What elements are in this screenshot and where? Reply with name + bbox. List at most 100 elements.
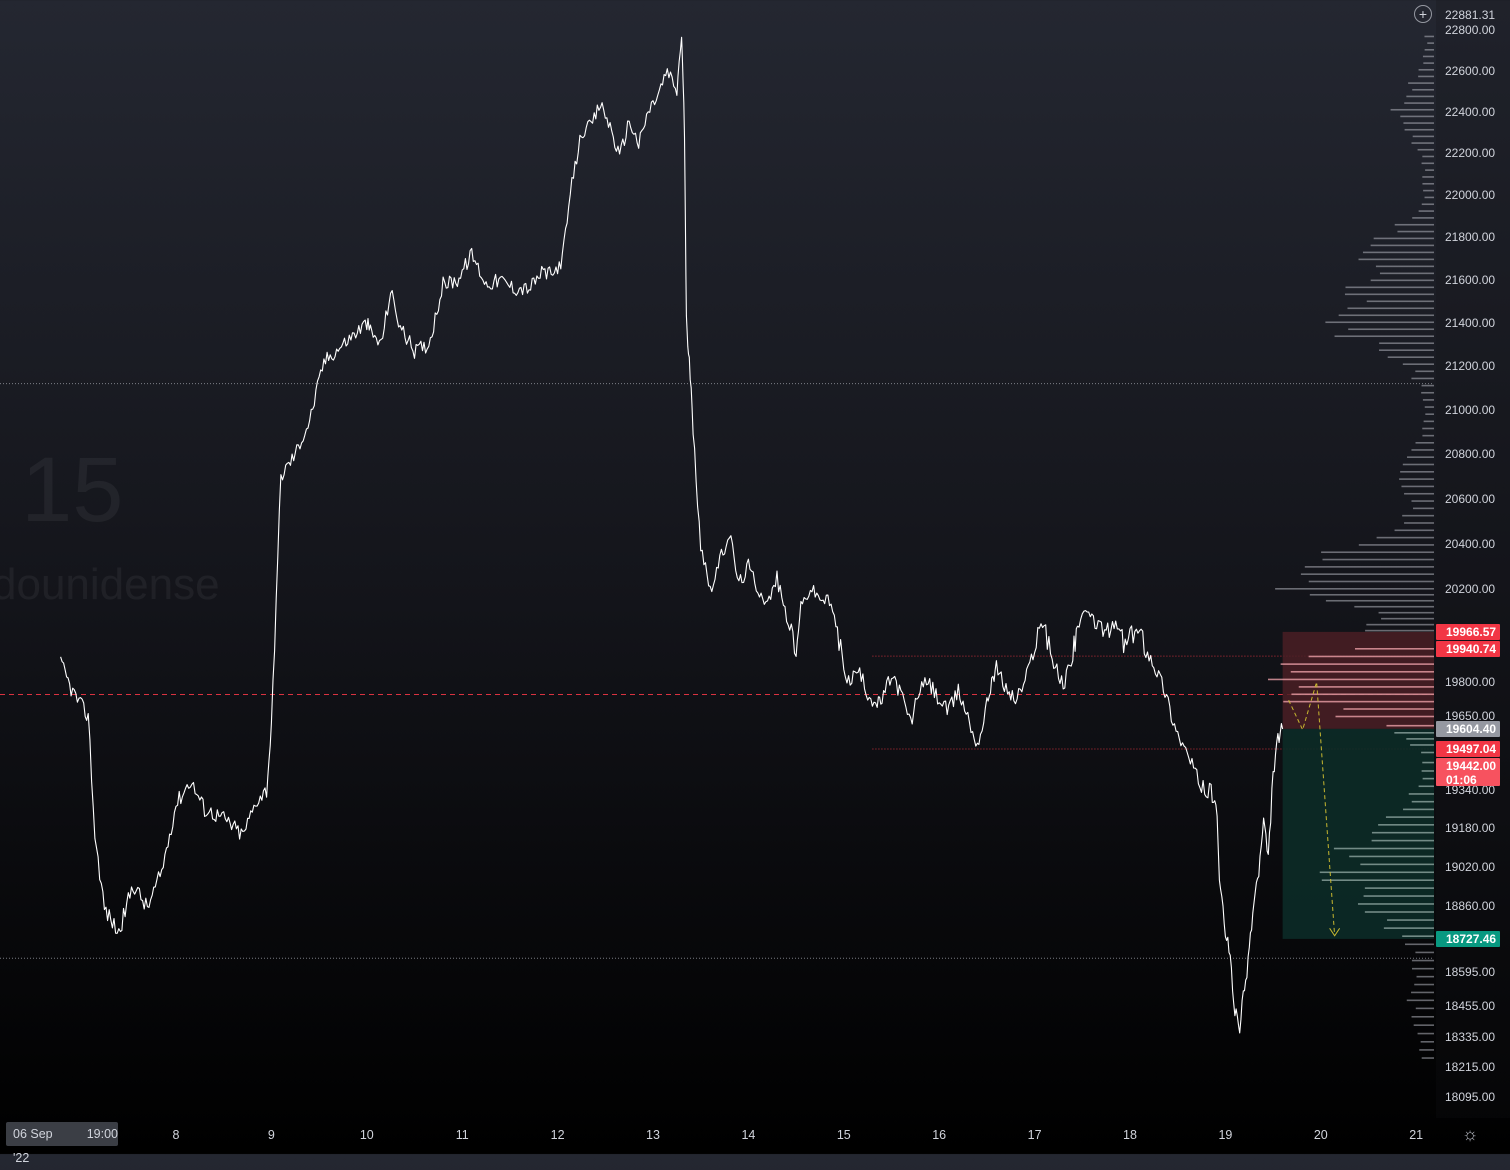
price-tick-label: 19180.00 xyxy=(1445,821,1495,835)
volume-profile-row xyxy=(1366,623,1434,626)
volume-profile-row xyxy=(1421,770,1434,772)
forecast-arrow-path xyxy=(1288,681,1336,936)
price-tag-box xyxy=(1436,741,1500,757)
volume-profile-row xyxy=(1290,670,1434,673)
volume-profile-row xyxy=(1422,182,1434,185)
volume-profile-row xyxy=(1387,356,1434,358)
price-tick-label: 19650.00 xyxy=(1445,709,1495,723)
time-tick-label: 18 xyxy=(1123,1128,1137,1142)
volume-profile-row xyxy=(1421,1057,1434,1059)
volume-profile-row xyxy=(1379,342,1434,345)
volume-profile-row xyxy=(1423,62,1434,64)
volume-profile-row xyxy=(1418,785,1434,788)
volume-profile-row xyxy=(1412,967,1434,970)
time-tick-label: 21 xyxy=(1409,1128,1423,1142)
volume-profile-row xyxy=(1418,210,1434,212)
volume-profile-row xyxy=(1402,514,1434,517)
add-alert-button[interactable]: + xyxy=(1414,5,1432,23)
volume-profile-row xyxy=(1411,800,1434,803)
volume-profile-row xyxy=(1405,943,1434,946)
volume-profile-row xyxy=(1362,251,1434,254)
volume-profile-row xyxy=(1385,816,1434,818)
price-tag-label: 19442.00 xyxy=(1446,759,1496,773)
volume-profile-row xyxy=(1423,189,1434,192)
volume-profile-row xyxy=(1411,959,1434,962)
volume-profile-row xyxy=(1366,300,1434,303)
volume-profile-row xyxy=(1424,406,1434,408)
price-tick-label: 22800.00 xyxy=(1445,23,1495,37)
settings-gear-icon[interactable]: ☼ xyxy=(1461,1124,1479,1144)
price-tick-label: 19800.00 xyxy=(1445,675,1495,689)
volume-profile-row xyxy=(1421,203,1434,206)
price-tick-label: 19020.00 xyxy=(1445,860,1495,874)
volume-profile-row xyxy=(1333,847,1434,850)
price-tag-box xyxy=(1436,641,1500,657)
volume-profile-row xyxy=(1415,951,1434,954)
price-tag-label: 19604.40 xyxy=(1446,722,1496,736)
volume-profile-row xyxy=(1414,983,1434,986)
volume-profile-row xyxy=(1275,588,1434,590)
volume-profile-row xyxy=(1411,449,1434,451)
volume-profile-row xyxy=(1360,863,1434,866)
volume-profile-row xyxy=(1422,55,1434,58)
volume-profile-row xyxy=(1335,715,1434,718)
volume-profile-row xyxy=(1354,648,1434,650)
volume-profile-row xyxy=(1421,391,1434,394)
volume-profile-row xyxy=(1397,230,1434,233)
price-tick-label: 22600.00 xyxy=(1445,64,1495,78)
time-tick-label: 12 xyxy=(551,1128,565,1142)
volume-profile-row xyxy=(1371,831,1434,834)
price-tick-label: 20800.00 xyxy=(1445,447,1495,461)
volume-profile-row xyxy=(1408,82,1434,84)
watermark-symbol: dounidense xyxy=(0,560,220,609)
volume-profile-row xyxy=(1412,135,1434,138)
volume-profile-row xyxy=(1406,999,1434,1002)
volume-profile-row xyxy=(1309,593,1434,596)
volume-profile-row xyxy=(1325,599,1434,602)
volume-profile-row xyxy=(1425,413,1434,415)
volume-profile-row xyxy=(1421,384,1434,387)
volume-profile-row xyxy=(1291,693,1434,696)
time-tick-label: 20 xyxy=(1314,1128,1328,1142)
price-axis-background xyxy=(1436,0,1510,1118)
volume-profile-row xyxy=(1325,321,1434,324)
volume-profile-row xyxy=(1422,434,1434,437)
volume-profile-row xyxy=(1338,314,1434,317)
volume-profile-row xyxy=(1394,223,1434,226)
price-tick-label: 22400.00 xyxy=(1445,105,1495,119)
time-tick-label: 8 xyxy=(173,1128,180,1142)
price-tick-label: 20400.00 xyxy=(1445,537,1495,551)
volume-profile-row xyxy=(1417,148,1434,151)
forecast-arrows xyxy=(1288,681,1341,937)
volume-profile-row xyxy=(1422,777,1434,780)
volume-profile-row xyxy=(1423,420,1434,423)
time-tick-label: 11 xyxy=(456,1128,469,1142)
price-series xyxy=(60,36,1284,1034)
time-tick-label: 19 xyxy=(1218,1128,1232,1142)
price-line xyxy=(60,36,1284,1034)
time-tick-label: 15 xyxy=(837,1128,851,1142)
price-tick-label: 22200.00 xyxy=(1445,146,1495,160)
volume-profile-row xyxy=(1415,442,1434,444)
price-tag-label: 19497.04 xyxy=(1446,742,1496,756)
volume-profile-row xyxy=(1365,629,1434,632)
time-tick-label: 14 xyxy=(741,1128,755,1142)
price-tick-label: 21400.00 xyxy=(1445,316,1495,330)
volume-profile-row xyxy=(1308,580,1434,583)
volume-profile-row xyxy=(1404,128,1434,131)
volume-profile-row xyxy=(1399,478,1434,480)
volume-profile-row xyxy=(1413,507,1434,510)
volume-profile-row xyxy=(1358,544,1434,546)
stop-loss-zone xyxy=(1282,631,1434,729)
price-tick-label: 21000.00 xyxy=(1445,403,1495,417)
volume-profile-row xyxy=(1404,102,1434,104)
time-tick-label: 16 xyxy=(932,1128,946,1142)
volume-profile-row xyxy=(1424,35,1434,38)
volume-profile-row xyxy=(1348,328,1434,331)
volume-profile-row xyxy=(1300,573,1434,575)
volume-profile-row xyxy=(1418,68,1434,71)
volume-profile-row xyxy=(1378,611,1434,614)
volume-profile-row xyxy=(1422,427,1434,430)
price-tag-box xyxy=(1436,721,1500,737)
